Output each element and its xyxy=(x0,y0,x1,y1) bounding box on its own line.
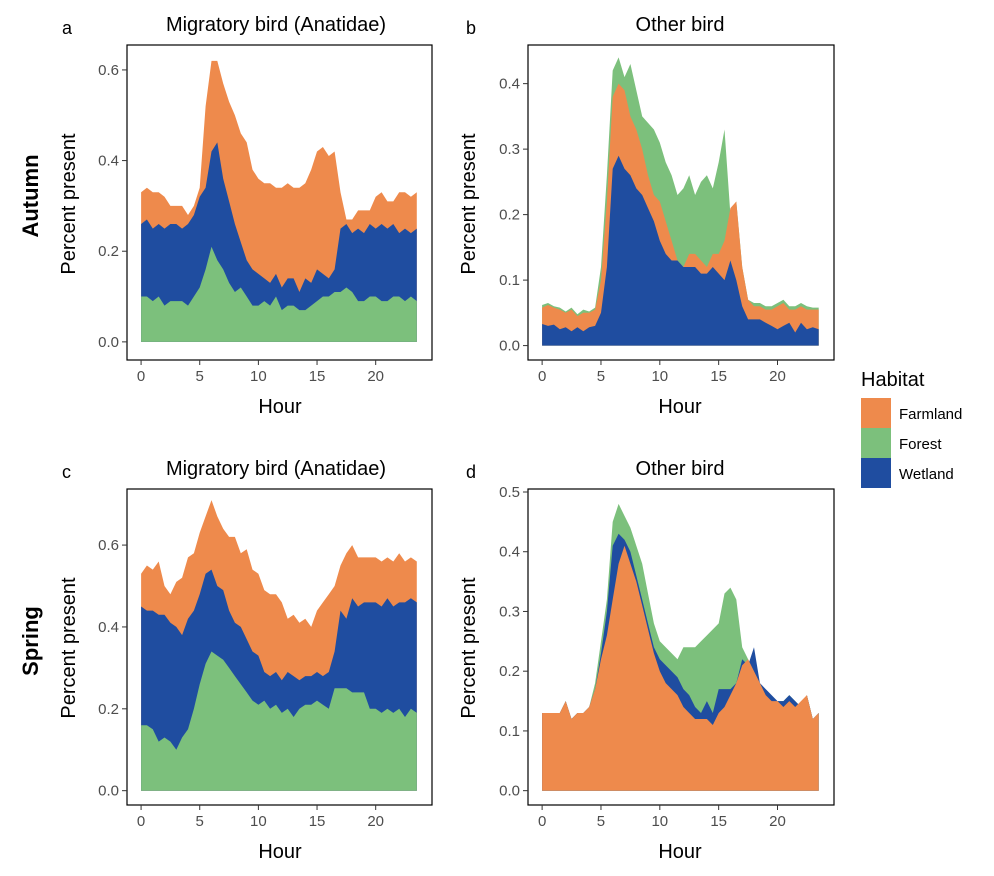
plot-area-d: 0 5 10 15 20 0.0 0.1 0.2 0.3 0.4 0.5 xyxy=(499,484,835,830)
plot-area-c: 0 5 10 15 20 0.0 0.2 0.4 0.6 xyxy=(98,488,433,830)
x-tick-label-b-1: 5 xyxy=(597,368,605,385)
x-tick-label-a-0: 0 xyxy=(137,368,145,385)
y-axis-label-c: Percent present xyxy=(58,577,80,719)
y-tick-label-c-2: 0.4 xyxy=(98,619,119,636)
y-tick-label-a-3: 0.6 xyxy=(98,62,119,79)
legend-label-farmland: Farmland xyxy=(899,406,962,423)
row-label-autumn: Autumn xyxy=(18,154,43,237)
x-tick-label-c-0: 0 xyxy=(137,813,145,830)
legend-swatch-farmland xyxy=(861,398,891,428)
legend-swatch-wetland xyxy=(861,458,891,488)
area-wetland-b xyxy=(542,155,819,346)
x-tick-label-d-0: 0 xyxy=(538,813,546,830)
x-tick-label-c-2: 10 xyxy=(250,813,267,830)
y-tick-label-b-1: 0.1 xyxy=(499,272,520,289)
panel-border-b xyxy=(527,44,835,361)
x-tick-label-d-2: 10 xyxy=(651,813,668,830)
legend-label-wetland: Wetland xyxy=(899,466,954,483)
x-tick-label-c-1: 5 xyxy=(196,813,204,830)
plot-area-a: 0 5 10 15 20 0.0 0.2 0.4 0.6 xyxy=(98,44,433,385)
panel-c: c Migratory bird (Anatidae) 0 5 10 15 200.00… xyxy=(58,458,433,863)
y-axis-label-a: Percent present xyxy=(58,133,80,275)
y-tick-label-c-3: 0.6 xyxy=(98,537,119,554)
area-forest-c xyxy=(141,651,417,791)
y-tick-label-d-5: 0.5 xyxy=(499,484,520,501)
legend-swatch-forest xyxy=(861,428,891,458)
y-tick-label-c-0: 0.0 xyxy=(98,783,119,800)
row-label-spring: Spring xyxy=(18,606,43,676)
area-forest-a xyxy=(141,246,417,342)
y-tick-label-b-2: 0.2 xyxy=(499,207,520,224)
panel-title-d: Other bird xyxy=(636,458,725,480)
panel-border-c xyxy=(126,488,433,806)
y-tick-label-d-1: 0.1 xyxy=(499,723,520,740)
y-axis-label-d: Percent present xyxy=(458,577,480,719)
x-tick-label-a-2: 10 xyxy=(250,368,267,385)
x-axis-label-d: Hour xyxy=(658,841,702,863)
panel-border-a xyxy=(126,44,433,361)
y-tick-label-d-4: 0.4 xyxy=(499,544,520,561)
area-farmland-d xyxy=(542,545,819,791)
y-tick-label-d-2: 0.2 xyxy=(499,663,520,680)
y-tick-label-d-0: 0.0 xyxy=(499,783,520,800)
plot-area-b: 0 5 10 15 20 0.0 0.1 0.2 0.3 0.4 xyxy=(499,44,835,385)
y-tick-label-b-0: 0.0 xyxy=(499,338,520,355)
y-tick-label-a-1: 0.2 xyxy=(98,243,119,260)
legend-label-forest: Forest xyxy=(899,436,942,453)
y-axis-label-b: Percent present xyxy=(458,133,480,275)
x-tick-label-c-3: 15 xyxy=(309,813,326,830)
legend: Habitat Farmland Forest Wetland xyxy=(861,369,962,488)
x-tick-label-c-4: 20 xyxy=(367,813,384,830)
y-tick-label-d-3: 0.3 xyxy=(499,603,520,620)
x-tick-label-b-4: 20 xyxy=(769,368,786,385)
x-tick-label-a-3: 15 xyxy=(309,368,326,385)
panel-a: a Migratory bird (Anatidae) 0 5 10 15 200.00… xyxy=(58,14,433,418)
panel-title-b: Other bird xyxy=(636,14,725,36)
panel-title-c: Migratory bird (Anatidae) xyxy=(166,458,386,480)
x-axis-label-c: Hour xyxy=(258,841,302,863)
x-tick-label-a-4: 20 xyxy=(367,368,384,385)
y-tick-label-b-4: 0.4 xyxy=(499,76,520,93)
x-axis-label-a: Hour xyxy=(258,396,302,418)
panel-tag-d: d xyxy=(466,462,476,482)
y-tick-label-c-1: 0.2 xyxy=(98,701,119,718)
x-axis-label-b: Hour xyxy=(658,396,702,418)
panel-border-d xyxy=(527,488,835,806)
x-tick-label-b-3: 15 xyxy=(710,368,727,385)
x-tick-label-d-1: 5 xyxy=(597,813,605,830)
x-tick-label-d-3: 15 xyxy=(710,813,727,830)
x-tick-label-a-1: 5 xyxy=(196,368,204,385)
panel-tag-a: a xyxy=(62,18,73,38)
panel-d: d Other bird 0 5 10 15 200.00.10.20.30.40.5 … xyxy=(458,458,835,863)
x-tick-label-d-4: 20 xyxy=(769,813,786,830)
panel-tag-b: b xyxy=(466,18,476,38)
y-tick-label-b-3: 0.3 xyxy=(499,141,520,158)
x-tick-label-b-2: 10 xyxy=(651,368,668,385)
y-tick-label-a-2: 0.4 xyxy=(98,153,119,170)
legend-title: Habitat xyxy=(861,369,925,391)
panel-b: b Other bird 0 5 10 15 20 0.0 0.1 0.2 0.3 0.4 Hou… xyxy=(458,14,835,418)
x-tick-label-b-0: 0 xyxy=(538,368,546,385)
panel-tag-c: c xyxy=(62,462,71,482)
panel-title-a: Migratory bird (Anatidae) xyxy=(166,14,386,36)
y-tick-label-a-0: 0.0 xyxy=(98,334,119,351)
